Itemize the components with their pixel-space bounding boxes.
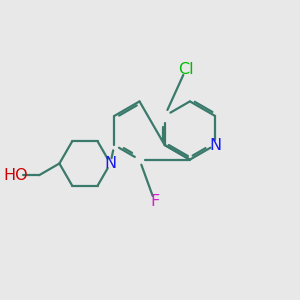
Text: Cl: Cl: [178, 61, 194, 76]
Text: N: N: [104, 156, 116, 171]
Text: F: F: [150, 194, 159, 208]
Text: HO: HO: [3, 168, 28, 183]
Text: N: N: [209, 137, 221, 152]
